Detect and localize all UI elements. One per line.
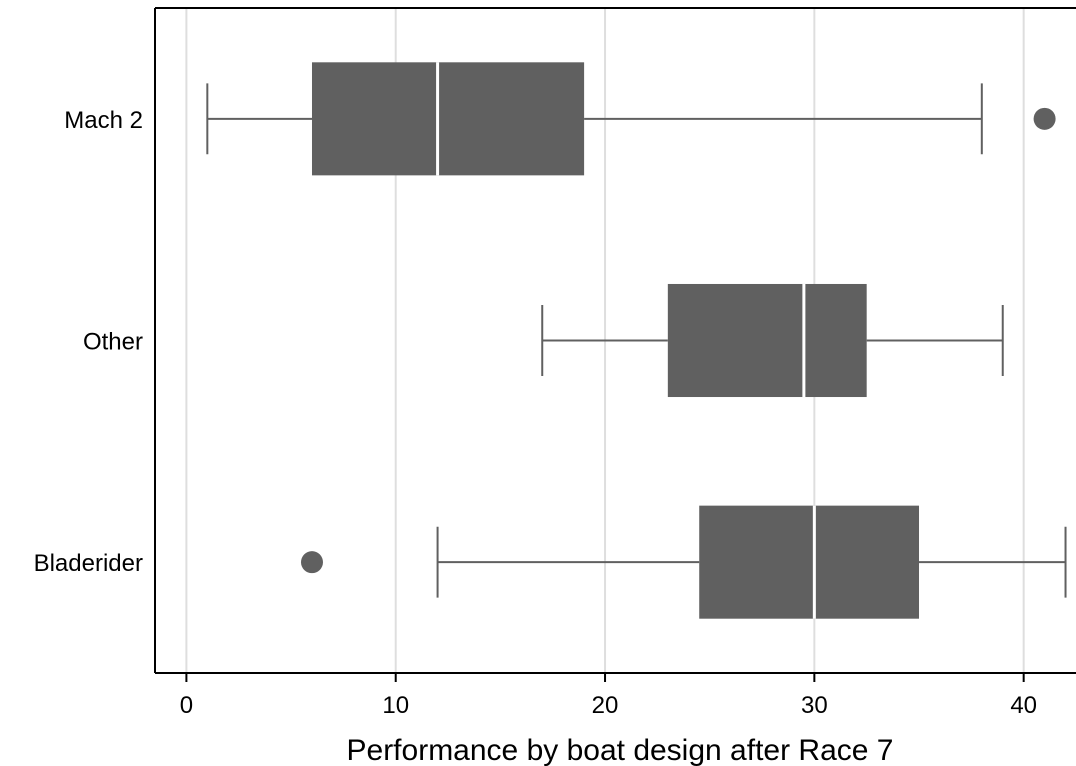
outlier-point: [301, 551, 323, 573]
x-tick-label: 30: [801, 692, 828, 719]
iqr-box: [699, 506, 919, 619]
x-axis-title: Performance by boat design after Race 7: [347, 734, 894, 766]
x-tick-label: 10: [382, 692, 409, 719]
iqr-box: [668, 284, 867, 397]
box-group: [301, 506, 1066, 619]
category-label: Mach 2: [64, 107, 143, 134]
x-axis-ticks: 0 10 20 30 40: [180, 673, 1037, 719]
boxes: [207, 62, 1065, 618]
category-label: Other: [83, 329, 143, 356]
iqr-box: [312, 62, 584, 175]
y-axis-categories: Mach 2 Other Bladerider: [34, 107, 143, 577]
outlier-point: [1034, 108, 1056, 130]
x-tick-label: 20: [592, 692, 619, 719]
x-tick-label: 0: [180, 692, 193, 719]
box-group: [542, 284, 1003, 397]
x-tick-label: 40: [1010, 692, 1037, 719]
category-label: Bladerider: [34, 550, 143, 577]
box-group: [207, 62, 1055, 175]
